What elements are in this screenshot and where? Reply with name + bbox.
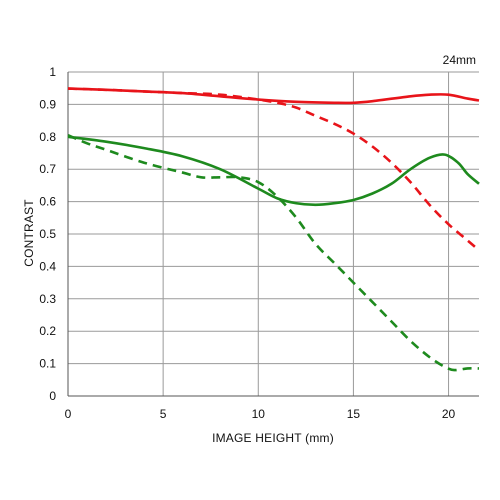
y-tick-label: 0.7 (39, 162, 56, 176)
focal-length-annotation: 24mm (443, 53, 476, 67)
green-dashed-series-line (67, 133, 480, 372)
tick-labels: 00.10.20.30.40.50.60.70.80.910 5 10 15 20 (39, 65, 455, 421)
y-tick-label: 0.1 (39, 357, 56, 371)
x-tick-label: 20 (442, 407, 456, 421)
plot-frame (67, 72, 479, 397)
y-axis-title: CONTRAST (22, 199, 36, 267)
x-tick-label: 15 (347, 407, 361, 421)
y-tick-label: 0 (49, 389, 56, 403)
y-tick-label: 1 (49, 65, 56, 79)
x-tick-label: 5 (160, 407, 167, 421)
green-solid-series-line (67, 135, 480, 207)
x-tick-label: 0 (65, 407, 72, 421)
series-lines (67, 87, 480, 372)
x-tick-label: 10 (252, 407, 266, 421)
red-solid-series-line (67, 87, 480, 105)
y-tick-label: 0.9 (39, 97, 56, 111)
y-tick-label: 0.3 (39, 292, 56, 306)
y-tick-label: 0.5 (39, 227, 56, 241)
x-axis-title: IMAGE HEIGHT (mm) (212, 431, 334, 445)
y-tick-label: 0.6 (39, 195, 56, 209)
red-dashed-series-line (67, 87, 480, 252)
y-tick-label: 0.2 (39, 324, 56, 338)
y-tick-label: 0.4 (39, 259, 56, 273)
y-tick-label: 0.8 (39, 130, 56, 144)
